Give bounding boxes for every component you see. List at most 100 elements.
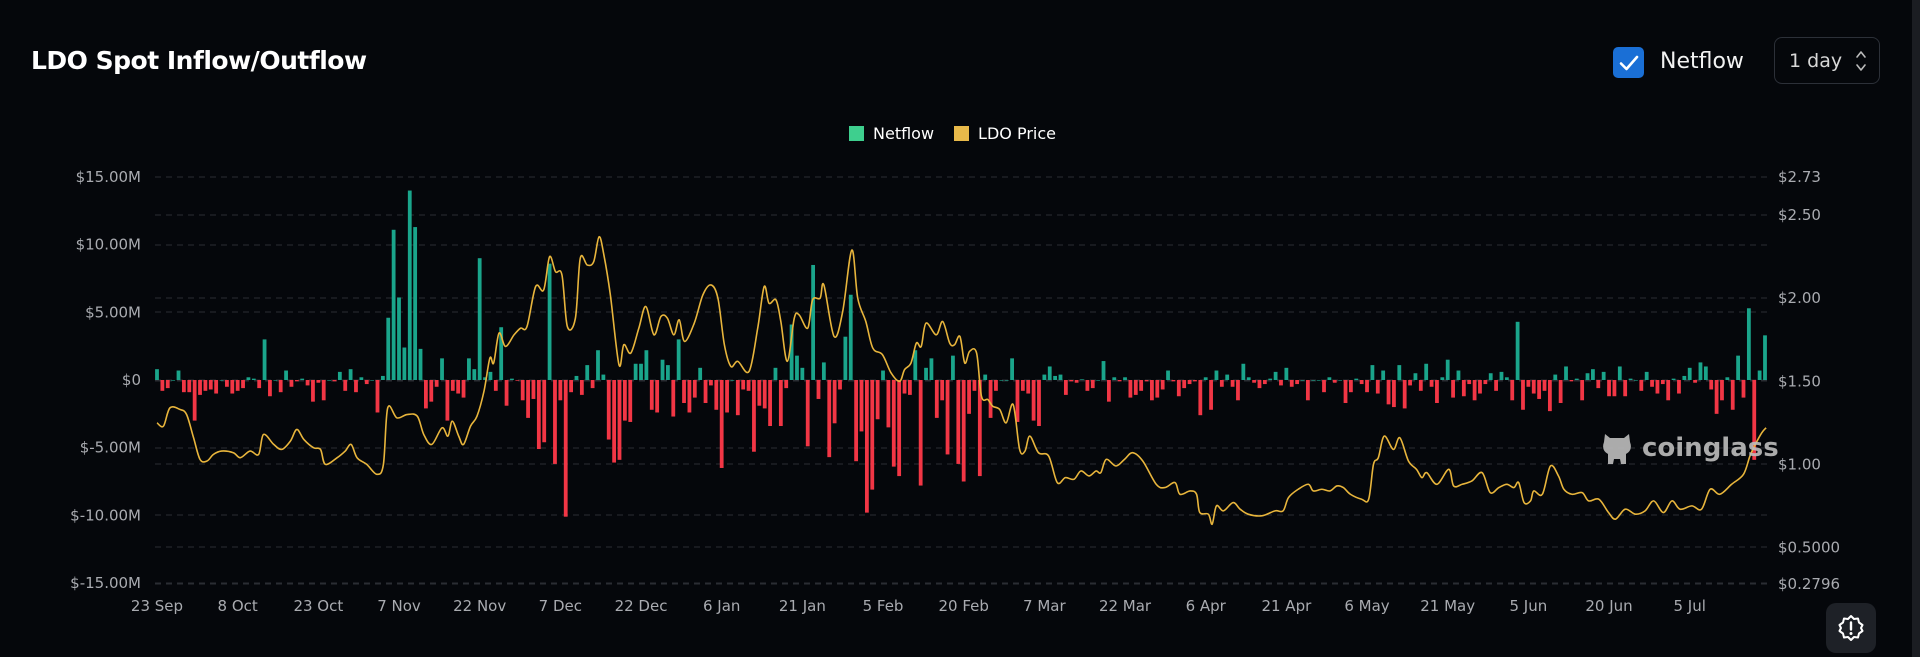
- netflow-bar-negative: [1187, 380, 1192, 385]
- netflow-bar-negative: [1392, 380, 1396, 408]
- netflow-bar-negative: [1451, 380, 1455, 398]
- netflow-bar-negative: [778, 380, 783, 427]
- netflow-bar-negative: [504, 380, 509, 406]
- legend-swatch-netflow: [849, 126, 864, 141]
- x-tick-label: 7 Dec: [539, 597, 582, 615]
- netflow-bar-positive: [1058, 374, 1063, 380]
- netflow-bar-positive: [370, 380, 375, 381]
- netflow-bar-negative: [692, 380, 697, 398]
- netflow-bar-negative: [1542, 380, 1547, 391]
- x-tick-label: 6 Apr: [1186, 597, 1227, 615]
- netflow-bar-positive: [499, 327, 504, 380]
- netflow-bar-negative: [864, 380, 869, 513]
- netflow-bar-negative: [886, 380, 891, 428]
- netflow-bar-negative: [1252, 380, 1256, 383]
- netflow-bar-negative: [316, 380, 321, 383]
- netflow-bar-negative: [1752, 380, 1757, 460]
- netflow-bar-negative: [1236, 380, 1240, 401]
- netflow-bar-negative: [1020, 380, 1025, 391]
- netflow-bar-positive: [407, 190, 412, 380]
- netflow-bar-negative: [321, 380, 326, 401]
- netflow-bar-negative: [622, 380, 627, 421]
- netflow-bar-negative: [289, 380, 294, 387]
- interval-select[interactable]: 1 day: [1774, 37, 1880, 84]
- netflow-bar-positive: [1553, 374, 1558, 380]
- netflow-bar-negative: [1144, 380, 1149, 382]
- netflow-bar-negative: [1160, 380, 1165, 390]
- netflow-bar-negative: [354, 380, 358, 393]
- netflow-bar-negative: [558, 380, 563, 401]
- netflow-bar-positive: [1628, 378, 1633, 380]
- netflow-bar-negative: [1650, 380, 1654, 387]
- netflow-bar-negative: [1139, 380, 1144, 391]
- netflow-bar-negative: [1085, 380, 1090, 391]
- netflow-bar-negative: [832, 380, 837, 424]
- x-tick-label: 22 Nov: [453, 597, 506, 615]
- netflow-bar-negative: [977, 380, 982, 477]
- x-tick-label: 23 Sep: [131, 597, 183, 615]
- netflow-bar-negative: [1714, 380, 1719, 414]
- netflow-bar-positive: [380, 375, 385, 380]
- chart-legend: Netflow LDO Price: [849, 124, 1076, 143]
- netflow-bar-negative: [902, 380, 907, 394]
- netflow-bar-negative: [268, 380, 272, 397]
- alert-button[interactable]: [1826, 603, 1876, 653]
- netflow-bar-positive: [773, 367, 778, 380]
- netflow-bar-negative: [1418, 380, 1423, 391]
- netflow-bar-negative: [536, 380, 541, 450]
- y-right-tick-label: $2.00: [1778, 289, 1821, 307]
- netflow-bar-negative: [515, 380, 520, 381]
- x-tick-label: 6 May: [1344, 597, 1389, 615]
- netflow-bar-positive: [1311, 380, 1316, 381]
- coinglass-logo-icon: [1603, 434, 1631, 464]
- x-tick-label: 21 Jan: [779, 597, 826, 615]
- netflow-bar-negative: [735, 380, 740, 416]
- netflow-bar-negative: [897, 380, 902, 477]
- netflow-bar-negative: [1472, 380, 1477, 401]
- netflow-checkbox-label[interactable]: Netflow: [1660, 49, 1744, 74]
- legend-item-netflow[interactable]: Netflow: [849, 124, 934, 143]
- netflow-bar-negative: [1596, 380, 1601, 389]
- netflow-bar-negative: [649, 380, 654, 410]
- netflow-bar-negative: [1607, 380, 1611, 397]
- netflow-bar-negative: [1537, 380, 1542, 399]
- netflow-bar-negative: [208, 380, 213, 390]
- price-line: [156, 235, 1767, 525]
- netflow-bar-negative: [165, 380, 170, 389]
- netflow-bar-negative: [192, 380, 197, 421]
- netflow-bar-positive: [1080, 379, 1084, 380]
- netflow-bar-negative: [445, 380, 450, 421]
- netflow-bar-positive: [1284, 367, 1289, 380]
- netflow-bar-negative: [1720, 380, 1724, 401]
- netflow-bar-negative: [461, 380, 466, 398]
- netflow-bar-negative: [961, 380, 966, 482]
- netflow-bar-negative: [1730, 380, 1735, 410]
- y-left-tick-label: $-15.00M: [70, 574, 141, 592]
- x-tick-label: 7 Nov: [377, 597, 421, 615]
- y-right-tick-label: $0.5000: [1778, 538, 1840, 556]
- netflow-bar-negative: [1074, 380, 1079, 383]
- netflow-bar-positive: [1354, 378, 1359, 380]
- netflow-bar-positive: [660, 359, 665, 380]
- netflow-bar-negative: [1332, 380, 1337, 383]
- netflow-bar-negative: [972, 380, 977, 391]
- page-scrollbar[interactable]: [1912, 0, 1920, 657]
- netflow-bar-positive: [1300, 380, 1305, 381]
- netflow-checkbox[interactable]: [1613, 47, 1644, 78]
- legend-item-price[interactable]: LDO Price: [954, 124, 1056, 143]
- netflow-bar-positive: [1488, 373, 1493, 380]
- netflow-bar-positive: [246, 377, 251, 380]
- netflow-bar-negative: [1198, 380, 1203, 416]
- netflow-bar-negative: [1359, 380, 1364, 385]
- netflow-bar-negative: [762, 380, 767, 409]
- netflow-bar-negative: [1510, 380, 1515, 401]
- netflow-bar-negative: [198, 380, 202, 395]
- netflow-bar-positive: [951, 355, 955, 380]
- netflow-bar-negative: [1526, 380, 1531, 387]
- y-right-tick-label: $0.2796: [1778, 575, 1840, 593]
- netflow-bar-positive: [1671, 378, 1676, 380]
- netflow-bar-negative: [1209, 380, 1213, 410]
- netflow-bar-positive: [176, 370, 181, 380]
- netflow-bar-positive: [1214, 370, 1219, 380]
- legend-swatch-price: [954, 126, 970, 141]
